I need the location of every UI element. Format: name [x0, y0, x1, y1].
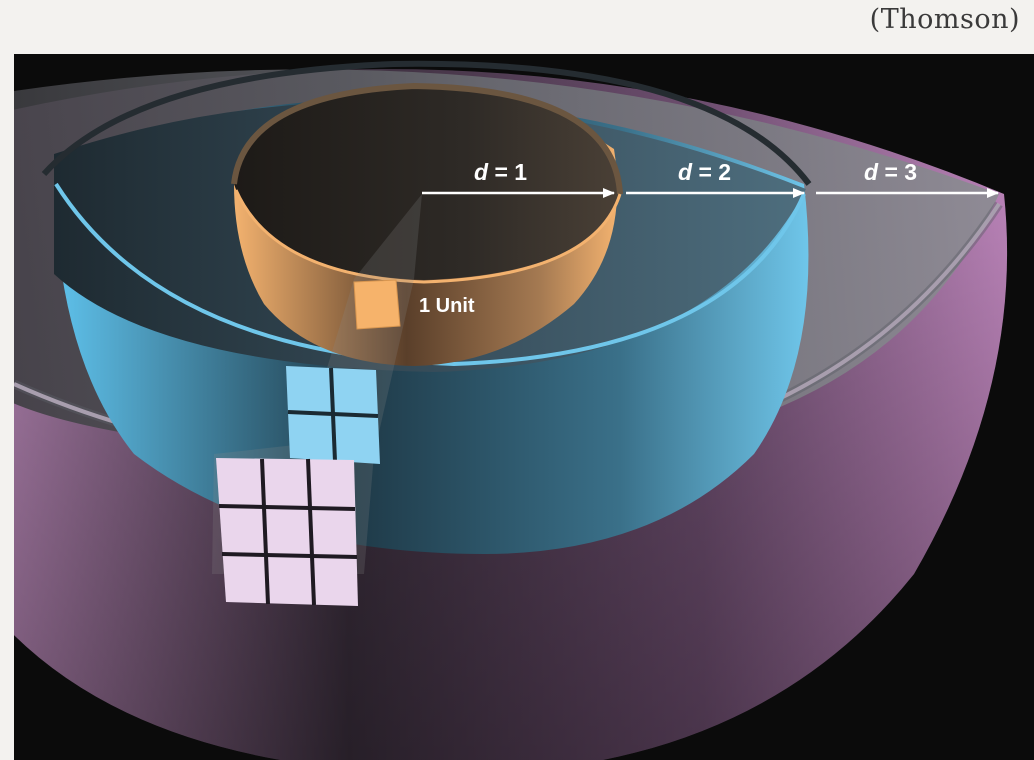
label-d3-var: d [864, 159, 879, 185]
label-d2: d = 2 [678, 159, 731, 185]
label-d3: d = 3 [864, 159, 917, 185]
source-credit: (Thomson) [869, 4, 1020, 35]
grid-3x3 [216, 458, 358, 606]
label-d1-var: d [474, 159, 489, 185]
grid-2x2 [286, 366, 380, 464]
label-d3-rest: = 3 [878, 159, 917, 185]
label-d1-rest: = 1 [488, 159, 527, 185]
label-unit: 1 Unit [419, 295, 475, 317]
label-d2-rest: = 2 [692, 159, 731, 185]
unit-square-1x1 [353, 279, 401, 330]
label-d1: d = 1 [474, 159, 527, 185]
diagram-svg: d = 1 d = 2 d = 3 1 Unit [14, 60, 1008, 760]
inverse-square-diagram: d = 1 d = 2 d = 3 1 Unit [14, 54, 1034, 760]
inner-shell [231, 82, 623, 366]
label-d2-var: d [678, 159, 693, 185]
